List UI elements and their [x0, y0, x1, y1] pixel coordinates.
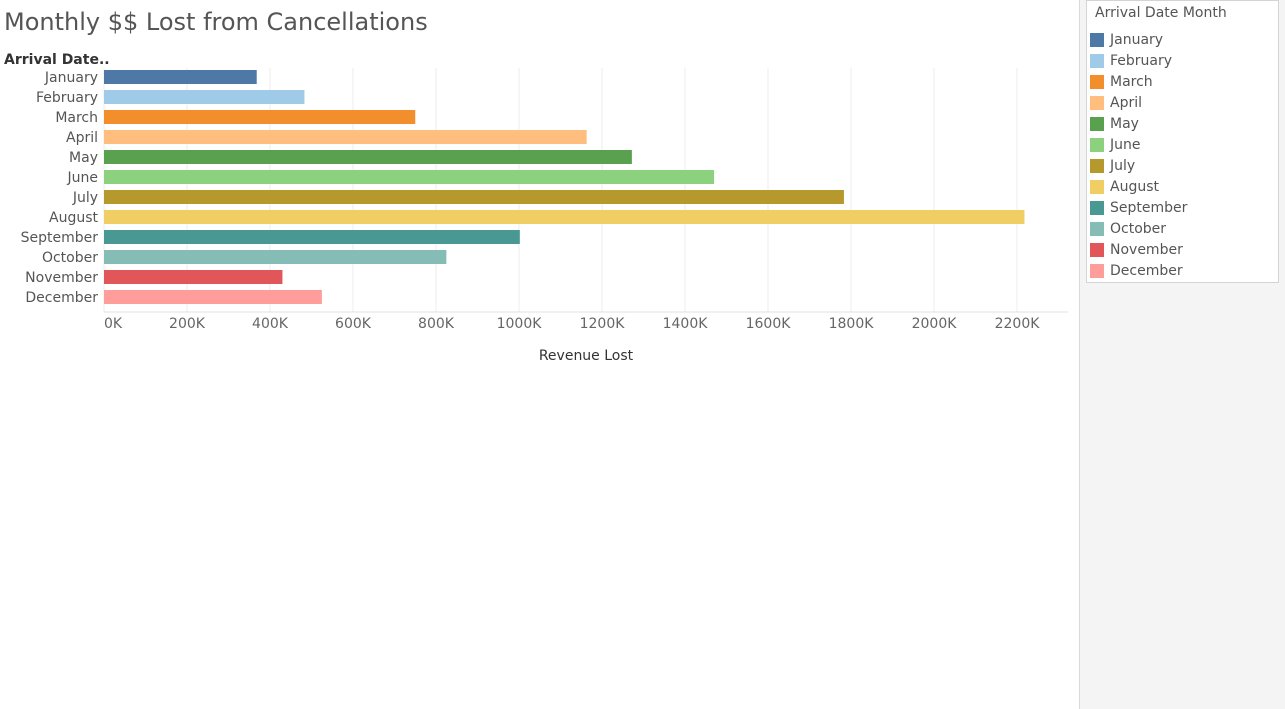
legend-label: September [1110, 199, 1188, 216]
category-label-october: October [42, 250, 98, 266]
legend-label: October [1110, 220, 1167, 237]
legend-swatch [1090, 221, 1104, 236]
legend-item-february[interactable]: February [1087, 50, 1278, 71]
bar-chart: Arrival Date.. January February March April M… [4, 52, 1068, 364]
legend-label: July [1110, 157, 1136, 174]
category-label-january: January [44, 70, 98, 86]
legend-item-june[interactable]: June [1087, 134, 1278, 155]
legend-item-november[interactable]: November [1087, 239, 1278, 260]
legend-swatch [1090, 32, 1104, 47]
tick-label: 600K [335, 316, 372, 332]
bar-june [104, 170, 715, 184]
tick-label: 1400K [663, 316, 709, 332]
bar-march [104, 110, 416, 124]
category-label-february: February [36, 90, 98, 106]
tick-label: 2200K [995, 316, 1041, 332]
legend-label: March [1110, 73, 1153, 90]
legend-swatch [1090, 137, 1104, 152]
category-label-august: August [49, 210, 99, 226]
category-label-may: May [69, 150, 98, 166]
category-label-december: December [25, 290, 98, 306]
bar-september [104, 230, 520, 244]
category-label-september: September [21, 230, 99, 246]
tick-label: 800K [418, 316, 455, 332]
legend-label: April [1110, 94, 1142, 111]
legend-swatch [1090, 116, 1104, 131]
bar-october [104, 250, 447, 264]
legend-swatch [1090, 95, 1104, 110]
legend-swatch [1090, 200, 1104, 215]
legend-item-december[interactable]: December [1087, 260, 1278, 281]
legend-item-october[interactable]: October [1087, 218, 1278, 239]
tick-label: 1800K [829, 316, 875, 332]
legend-swatch [1090, 74, 1104, 89]
bar-february [104, 90, 305, 104]
category-label-july: July [72, 190, 98, 206]
bar-december [104, 290, 322, 304]
legend-label: January [1110, 31, 1164, 48]
legend-swatch [1090, 263, 1104, 278]
tick-label: 1000K [497, 316, 543, 332]
tick-label: 1600K [746, 316, 792, 332]
legend-list: January February March April May June July Augu… [1087, 27, 1278, 281]
bar-november [104, 270, 283, 284]
tick-label: 0K [104, 316, 123, 332]
legend-item-august[interactable]: August [1087, 176, 1278, 197]
legend-swatch [1090, 53, 1104, 68]
legend-item-september[interactable]: September [1087, 197, 1278, 218]
bar-july [104, 190, 844, 204]
bar-august [104, 210, 1025, 224]
x-axis-title: Revenue Lost [539, 348, 634, 364]
y-axis-header: Arrival Date.. [4, 52, 110, 68]
bar-may [104, 150, 632, 164]
legend-item-march[interactable]: March [1087, 71, 1278, 92]
category-label-november: November [25, 270, 98, 286]
bar-january [104, 70, 257, 84]
tick-label: 1200K [580, 316, 626, 332]
tick-label: 2000K [912, 316, 958, 332]
chart-title: Monthly $$ Lost from Cancellations [4, 8, 428, 36]
category-label-april: April [66, 130, 98, 146]
legend-item-april[interactable]: April [1087, 92, 1278, 113]
bar-april [104, 130, 587, 144]
legend-label: June [1110, 136, 1141, 153]
legend-item-may[interactable]: May [1087, 113, 1278, 134]
category-label-june: June [67, 170, 99, 186]
legend-title: Arrival Date Month [1095, 5, 1227, 21]
legend-label: November [1110, 241, 1183, 258]
legend-item-july[interactable]: July [1087, 155, 1278, 176]
legend-label: December [1110, 262, 1183, 279]
legend-label: August [1110, 178, 1159, 195]
legend: Arrival Date Month January February March A… [1086, 0, 1279, 283]
legend-label: May [1110, 115, 1139, 132]
tick-label: 400K [252, 316, 289, 332]
legend-item-january[interactable]: January [1087, 29, 1278, 50]
tick-label: 200K [169, 316, 206, 332]
category-label-march: March [55, 110, 98, 126]
legend-label: February [1110, 52, 1173, 69]
legend-swatch [1090, 158, 1104, 173]
legend-swatch [1090, 242, 1104, 257]
legend-swatch [1090, 179, 1104, 194]
